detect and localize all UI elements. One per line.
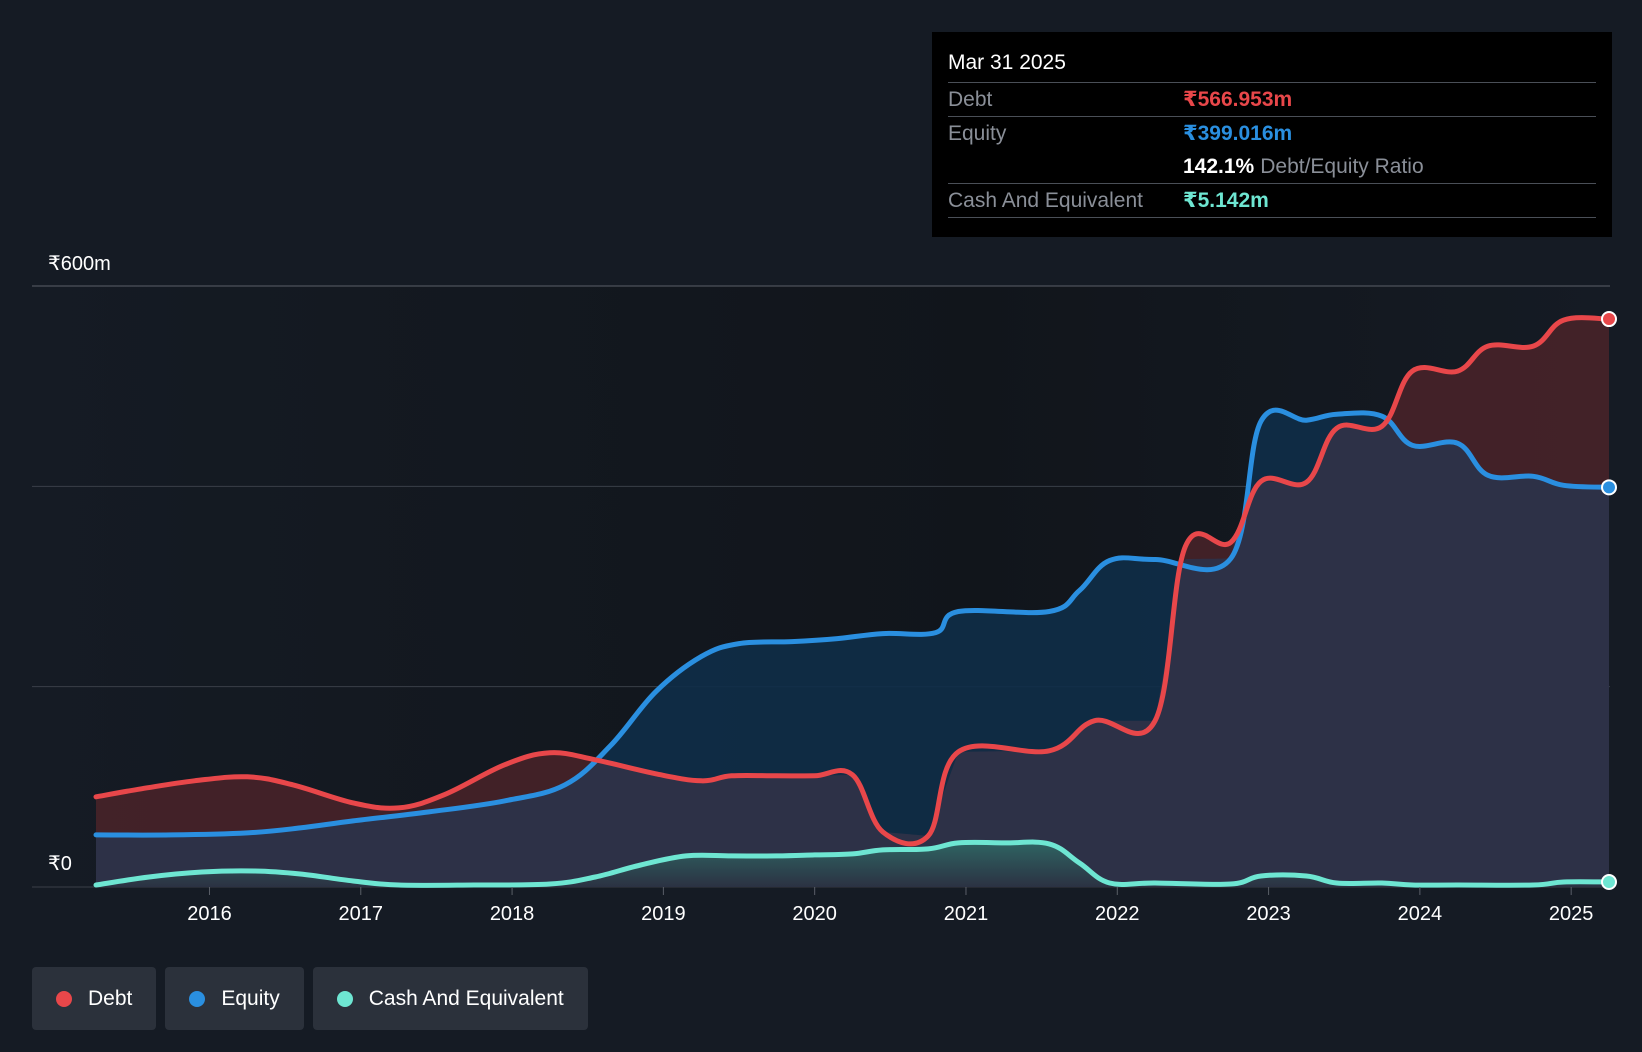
tooltip-equity-value: ₹399.016m	[1183, 122, 1293, 145]
y-axis-labels: ₹600m ₹0	[48, 253, 111, 875]
equity-dot-icon	[189, 990, 206, 1007]
legend-item-debt[interactable]: Debt	[32, 967, 157, 1030]
tooltip-debt-label: Debt	[948, 88, 993, 111]
tooltip-ratio-value: 142.1%	[1183, 155, 1255, 178]
x-tick-label-2025: 2025	[1549, 903, 1594, 925]
tooltip-debt-row: Debt ₹566.953m	[948, 83, 1596, 117]
equity-line	[93, 407, 1612, 838]
overlap-area	[96, 420, 1609, 887]
tooltip-equity-row: Equity ₹399.016m	[948, 117, 1596, 150]
legend-item-cash[interactable]: Cash And Equivalent	[312, 967, 588, 1030]
cash-line	[93, 839, 1612, 888]
tooltip-cash-label: Cash And Equivalent	[948, 189, 1143, 212]
series-lines	[93, 315, 1612, 888]
x-tick-label-2017: 2017	[339, 903, 384, 925]
x-tick-label-2020: 2020	[792, 903, 837, 925]
legend-label-equity: Equity	[221, 986, 280, 1010]
x-tick-label-2024: 2024	[1398, 903, 1443, 925]
end-markers	[1601, 311, 1617, 890]
y-axis-label-top: ₹600m	[48, 253, 111, 275]
debt-dot-icon	[56, 990, 72, 1007]
tooltip-ratio-label: Debt/Equity Ratio	[1260, 155, 1424, 178]
tooltip-equity-label: Equity	[948, 122, 1007, 145]
debt-line	[93, 315, 1612, 847]
equity-end-marker[interactable]	[1601, 479, 1617, 496]
tooltip-date: Mar 31 2025	[948, 48, 1596, 83]
x-tick-label-2021: 2021	[944, 903, 989, 925]
debt-end-marker[interactable]	[1601, 311, 1617, 328]
legend: Debt Equity Cash And Equivalent	[32, 967, 588, 1030]
tooltip-panel: Mar 31 2025 Debt ₹566.953m Equity ₹399.0…	[932, 32, 1612, 237]
x-tick-label-2019: 2019	[641, 903, 686, 925]
cash-end-marker[interactable]	[1601, 873, 1617, 890]
x-tick-label-2018: 2018	[490, 903, 535, 925]
cash-dot-icon	[336, 990, 353, 1007]
tooltip-cash-value: ₹5.142m	[1183, 189, 1269, 212]
x-tick-label-2022: 2022	[1095, 903, 1140, 925]
series-areas	[96, 317, 1609, 887]
y-axis-label-zero: ₹0	[48, 853, 72, 875]
x-tick-label-2023: 2023	[1246, 903, 1291, 925]
legend-label-debt: Debt	[88, 986, 133, 1010]
tooltip-debt-value: ₹566.953m	[1183, 88, 1293, 111]
cash-area	[96, 842, 1609, 887]
x-tick-label-2016: 2016	[187, 903, 232, 925]
tooltip-ratio-row: 142.1% Debt/Equity Ratio	[948, 150, 1596, 184]
x-axis-ticks: 2016 2017 2018 2019 2020 2021 2022 2023 2024 2025	[187, 887, 1593, 925]
legend-label-cash: Cash And Equivalent	[368, 986, 564, 1010]
tooltip-cash-row: Cash And Equivalent ₹5.142m	[948, 184, 1596, 218]
legend-item-equity[interactable]: Equity	[165, 967, 304, 1030]
